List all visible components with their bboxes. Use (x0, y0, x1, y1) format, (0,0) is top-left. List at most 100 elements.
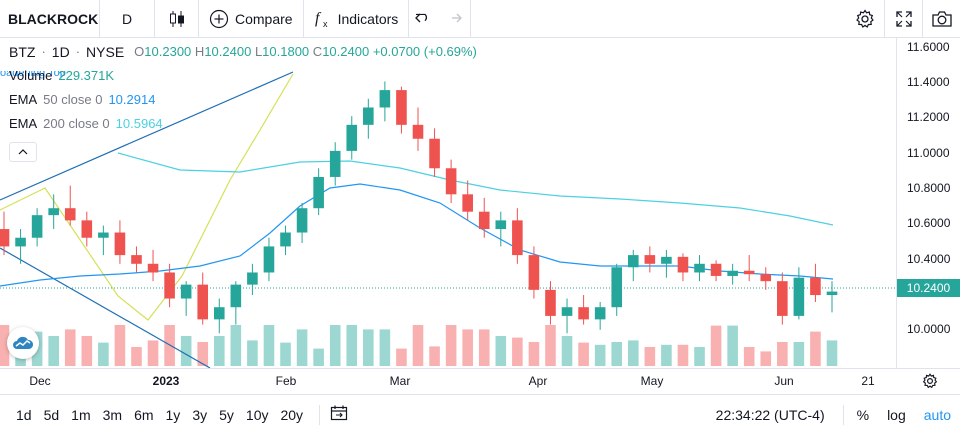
range-5d[interactable]: 5d (43, 406, 60, 423)
legend-symbol: BTZ (9, 44, 36, 60)
volume-bar (528, 342, 540, 366)
volume-bar (578, 342, 589, 366)
candle-body (346, 124, 358, 151)
chart-pane[interactable]: oadening Top (0, 38, 960, 369)
volume-bar (114, 325, 126, 366)
range-1y[interactable]: 1y (165, 406, 181, 423)
toolbar-right (846, 0, 960, 38)
legend-collapse-button[interactable] (9, 142, 37, 162)
volume-bar (131, 347, 142, 366)
ema50-legend[interactable]: EMA 50 close 0 10.2914 (9, 88, 477, 112)
volume-bar (495, 336, 507, 366)
volume-bar (379, 329, 391, 366)
ema200-params: 200 close 0 (43, 116, 110, 131)
clock[interactable]: 22:34:22 (UTC-4) (715, 406, 825, 423)
time-label: Mar (389, 374, 411, 388)
range-6m[interactable]: 6m (134, 406, 154, 423)
indicators-label: Indicators (337, 10, 399, 27)
time-axis[interactable]: Dec 2023 Feb Mar Apr May Jun 21 (0, 368, 960, 395)
range-20y[interactable]: 20y (280, 406, 304, 423)
range-3m[interactable]: 3m (102, 406, 123, 423)
candle-body (98, 232, 109, 238)
compare-button[interactable]: Compare (199, 0, 304, 38)
range-3y[interactable]: 3y (192, 406, 208, 423)
ema200-legend[interactable]: EMA 200 close 0 10.5964 (9, 112, 477, 136)
price-tick: 11.0000 (907, 146, 950, 160)
candle-body (147, 263, 159, 273)
volume-bar (98, 342, 109, 366)
range-1m[interactable]: 1m (71, 406, 91, 423)
volume-bar (280, 342, 291, 366)
drawing-label-clipped: oadening Top (0, 71, 66, 79)
candle-body (429, 138, 440, 169)
candle-body (0, 229, 10, 247)
low-value: 10.1800 (262, 44, 310, 59)
candle-body (445, 168, 457, 195)
candle-body (48, 208, 59, 216)
svg-text:x: x (323, 19, 328, 29)
legend-interval: 1D (51, 44, 70, 60)
fullscreen-button[interactable] (884, 0, 922, 38)
range-1d[interactable]: 1d (16, 406, 32, 423)
candle-body (760, 274, 772, 282)
volume-bar (512, 337, 523, 366)
volume-bar (462, 329, 473, 366)
volume-bar (346, 325, 358, 366)
volume-bar (644, 347, 656, 366)
price-tick: 10.8000 (907, 181, 951, 195)
ema200-label: EMA (9, 116, 38, 131)
chevron-up-icon (18, 149, 28, 155)
volume-bar (363, 329, 374, 366)
trendline-lower[interactable] (0, 247, 211, 369)
svg-text:f: f (315, 10, 322, 27)
volume-bar (429, 346, 440, 366)
volume-bar (677, 344, 689, 366)
chart-type-button[interactable] (155, 0, 199, 38)
volume-bar (197, 342, 209, 366)
tradingview-logo[interactable] (7, 327, 39, 359)
goto-date-button[interactable] (330, 405, 348, 424)
redo-button[interactable] (437, 0, 472, 38)
candle-body (329, 150, 341, 177)
top-toolbar: BLACKROCK D Compare f x Indicators (0, 0, 960, 38)
volume-bar (48, 336, 59, 366)
trendline-upper[interactable] (0, 71, 294, 201)
volume-bar (247, 340, 258, 366)
log-scale-toggle[interactable]: log (887, 406, 906, 423)
close-value: 10.2400 (322, 44, 370, 59)
snapshot-button[interactable] (922, 0, 960, 38)
price-axis[interactable]: 11.6000 11.4000 11.2000 11.0000 10.8000 … (896, 38, 960, 368)
interval-button[interactable]: D (100, 0, 155, 38)
settings-button[interactable] (846, 0, 884, 38)
auto-scale-toggle[interactable]: auto (923, 406, 951, 423)
divider (842, 404, 844, 425)
volume-legend[interactable]: Volume 229.371K (9, 64, 477, 88)
gear-icon (856, 9, 874, 28)
volume-bar (810, 331, 821, 366)
symbol-search[interactable]: BLACKROCK (0, 0, 100, 38)
last-price-label: 10.2400 (897, 279, 960, 297)
candle-body (263, 246, 275, 273)
ema-200-line (117, 152, 834, 226)
volume-bar (396, 348, 407, 366)
candle-body (164, 272, 175, 299)
series-legend[interactable]: BTZ · 1D · NYSE O10.2300 H10.2400 L10.18… (9, 40, 477, 64)
candle-body (280, 232, 291, 247)
price-tick: 11.6000 (907, 40, 950, 54)
range-5y[interactable]: 5y (219, 406, 234, 423)
divider (319, 404, 321, 425)
volume-bar (478, 329, 490, 366)
volume-bar (545, 325, 556, 366)
range-10y[interactable]: 10y (245, 406, 269, 423)
volume-bar (0, 325, 10, 366)
volume-bar (230, 325, 242, 366)
axis-settings-button[interactable] (922, 373, 938, 394)
gear-icon (922, 373, 938, 389)
undo-button[interactable] (409, 0, 437, 38)
volume-bar (611, 342, 623, 366)
percent-scale-toggle[interactable]: % (856, 406, 870, 423)
symbol-name: BLACKROCK (8, 10, 99, 27)
price-chart[interactable] (0, 38, 896, 369)
indicators-button[interactable]: f x Indicators (304, 0, 410, 38)
ema-50-line (0, 183, 834, 287)
